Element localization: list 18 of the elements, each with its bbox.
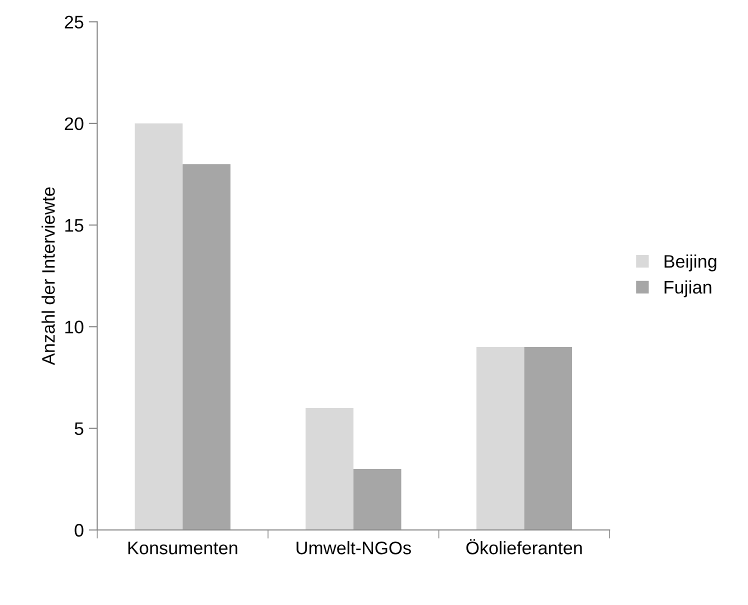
- x-tick-label: Ökolieferanten: [466, 539, 582, 554]
- y-tick-label: 0: [74, 524, 84, 537]
- legend-label: Beijing: [664, 254, 716, 272]
- bar: [134, 123, 183, 530]
- bar: [182, 164, 230, 530]
- x-tick-label: Konsumenten: [128, 542, 238, 554]
- y-tick-label: 10: [65, 320, 84, 334]
- legend-label: Fujian: [664, 280, 712, 298]
- y-tick-label: 20: [64, 117, 84, 130]
- y-tick-label: 15: [65, 219, 84, 232]
- bar: [353, 468, 402, 530]
- bar: [306, 408, 354, 530]
- bar: [524, 347, 572, 530]
- y-tick-label: 5: [74, 422, 84, 436]
- y-tick-label: 25: [64, 16, 84, 28]
- x-tick-label: Umwelt-NGOs: [296, 541, 411, 554]
- bar: [476, 347, 524, 530]
- y-axis-title: Anzahl der Interviewte: [42, 187, 55, 366]
